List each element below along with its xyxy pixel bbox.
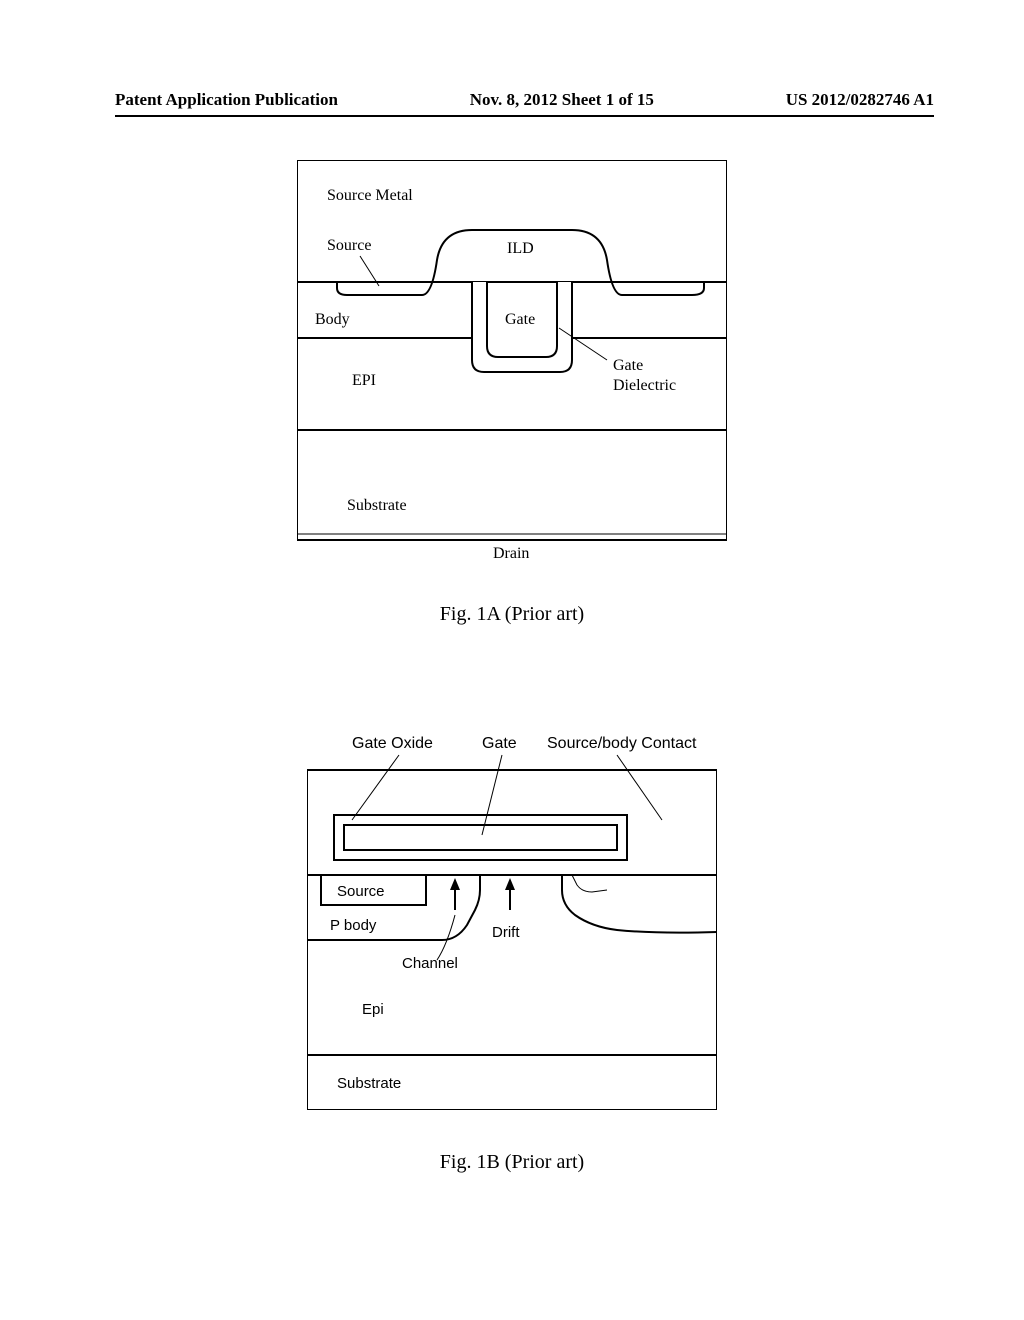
label-pbody: P body <box>330 917 377 934</box>
fig1a-caption: Fig. 1A (Prior art) <box>297 603 727 626</box>
fig1b-caption: Fig. 1B (Prior art) <box>307 1151 717 1174</box>
header-left: Patent Application Publication <box>115 90 338 110</box>
label-source-b: Source <box>337 883 385 900</box>
header-separator <box>115 115 934 117</box>
header-center: Nov. 8, 2012 Sheet 1 of 15 <box>470 90 654 110</box>
label-epi-b: Epi <box>362 1001 384 1018</box>
label-drift: Drift <box>492 924 520 941</box>
header-right: US 2012/0282746 A1 <box>786 90 934 110</box>
label-substrate: Substrate <box>347 497 407 514</box>
label-gate-dielectric-1: Gate <box>613 357 643 374</box>
label-gate-top: Gate <box>482 735 517 752</box>
fig1b-diagram: Gate Oxide Gate Source/body Contact <box>307 730 717 1110</box>
figure-1a: Source Metal Source ILD Body Gate EPI Ga… <box>297 160 727 626</box>
label-drain: Drain <box>493 545 529 562</box>
label-channel: Channel <box>402 955 458 972</box>
page-header: Patent Application Publication Nov. 8, 2… <box>115 90 934 110</box>
figure-1b: Gate Oxide Gate Source/body Contact <box>307 730 717 1174</box>
label-source: Source <box>327 237 371 254</box>
label-epi: EPI <box>352 372 376 389</box>
fig1a-diagram: Source Metal Source ILD Body Gate EPI Ga… <box>297 160 727 562</box>
label-gate: Gate <box>505 311 535 328</box>
label-gate-dielectric-2: Dielectric <box>613 377 676 394</box>
label-body: Body <box>315 311 350 328</box>
label-source-body-contact: Source/body Contact <box>547 735 697 752</box>
label-gate-oxide: Gate Oxide <box>352 735 433 752</box>
label-substrate-b: Substrate <box>337 1075 401 1092</box>
label-ild: ILD <box>507 240 534 257</box>
label-source-metal: Source Metal <box>327 187 413 204</box>
